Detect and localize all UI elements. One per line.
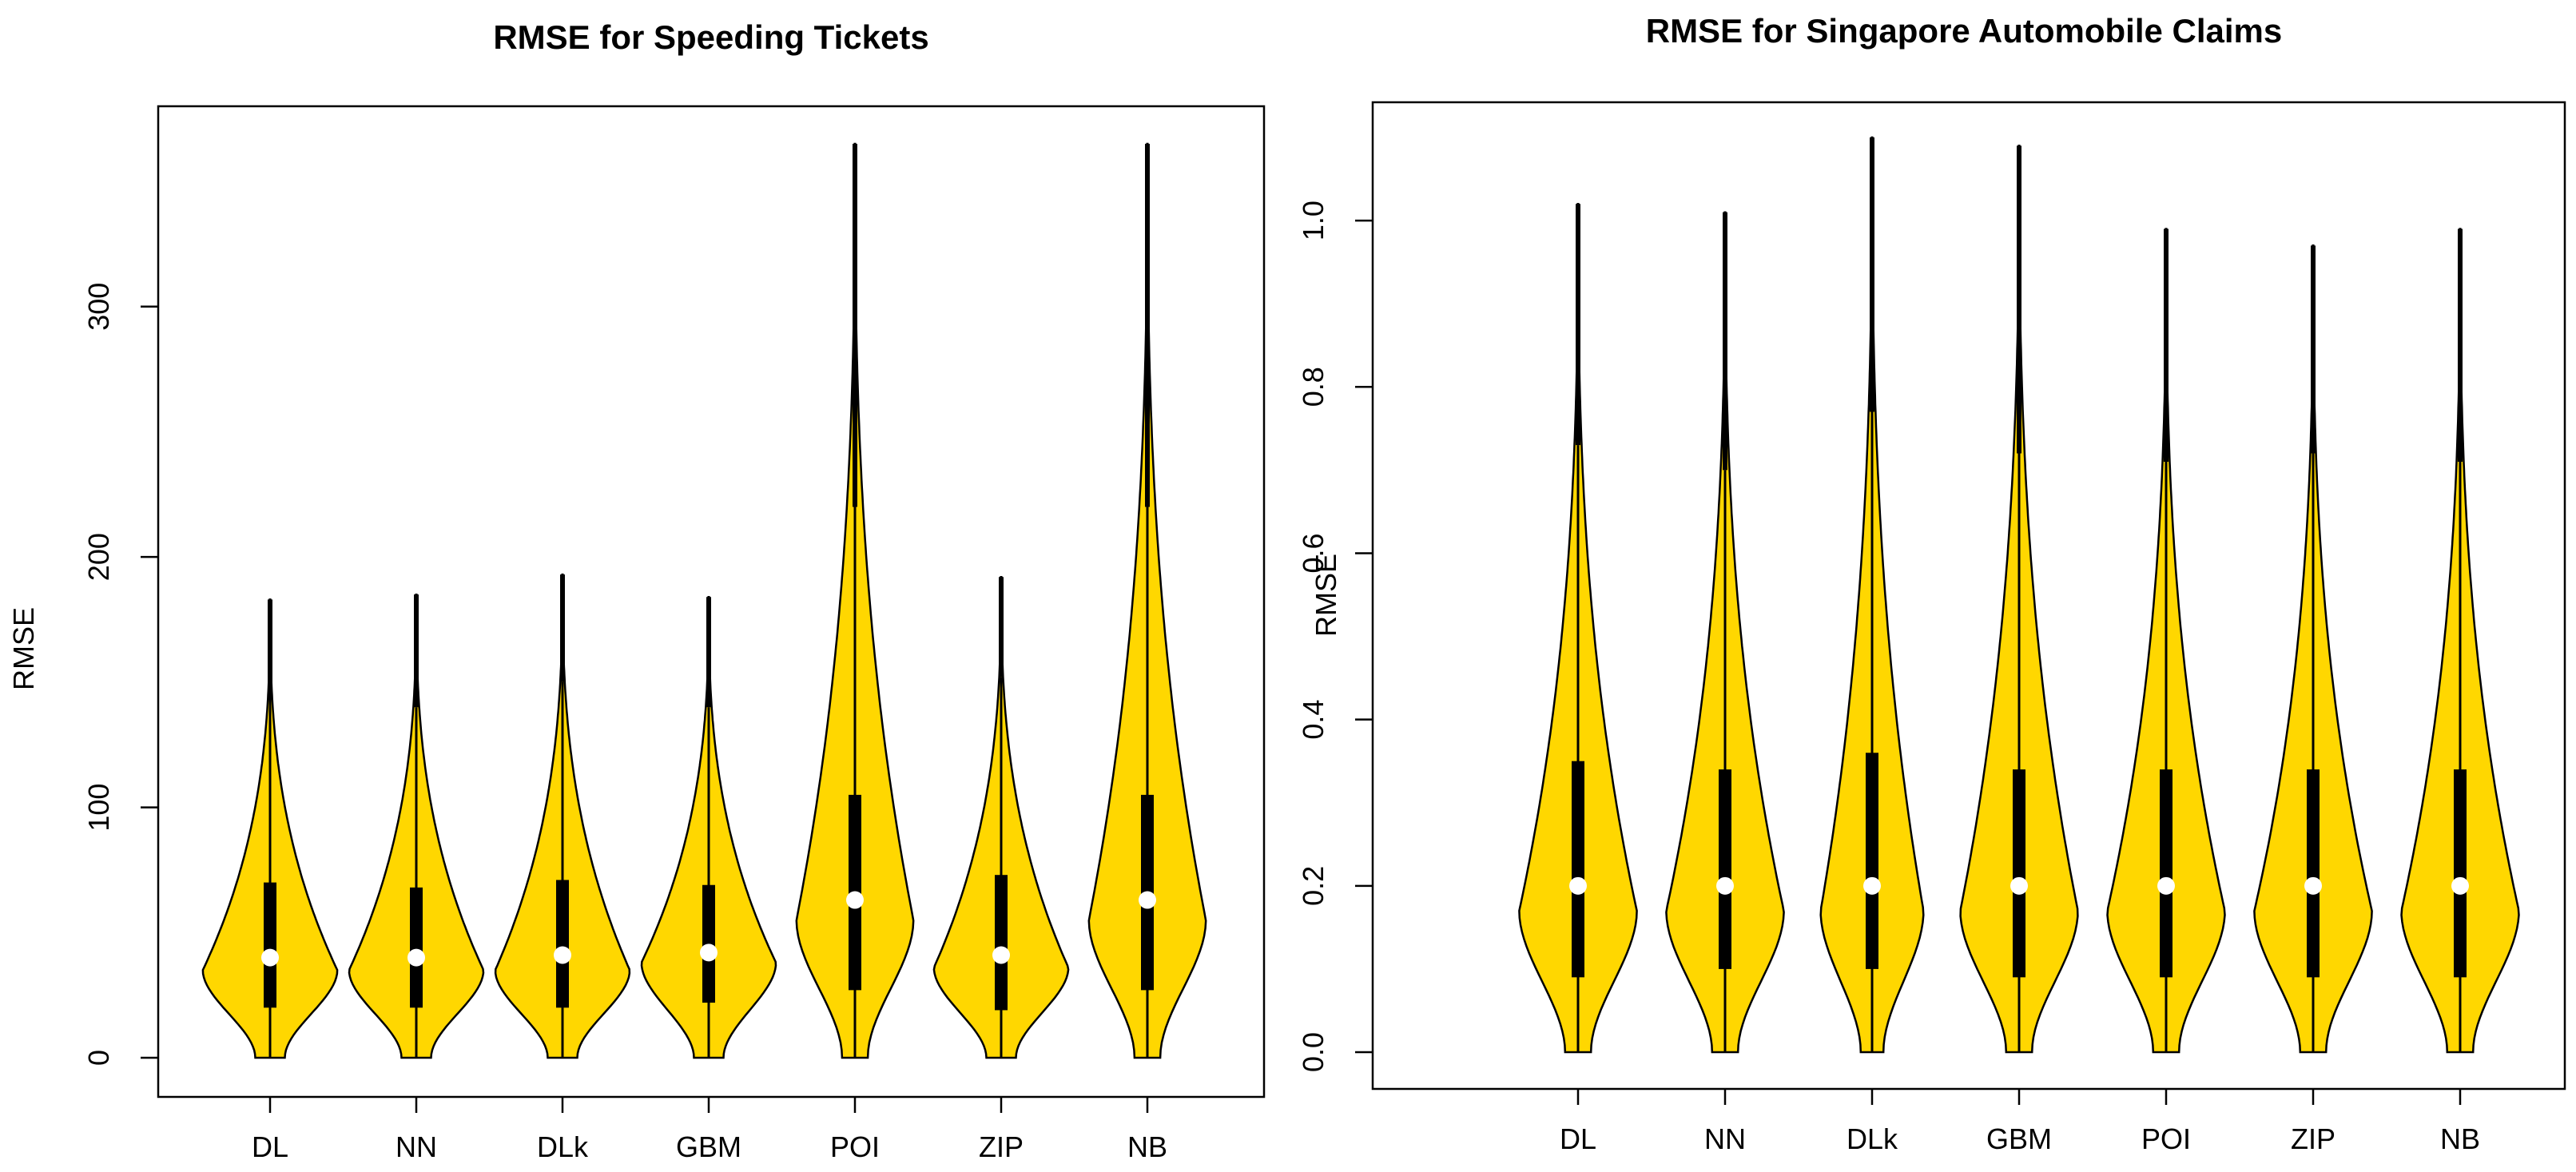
median-dot (992, 946, 1010, 964)
iqr-box (2454, 769, 2467, 978)
y-tick-label: 0.6 (1297, 533, 1330, 573)
chart-title: RMSE for Speeding Tickets (493, 18, 928, 56)
median-dot (700, 944, 718, 962)
median-dot (1139, 891, 1156, 909)
violin-gbm: GBM (1959, 145, 2079, 1155)
x-tick-label: NB (2440, 1122, 2480, 1155)
x-tick-label: GBM (1986, 1122, 2052, 1155)
violin-nb: NB (2400, 228, 2520, 1155)
iqr-box (556, 880, 569, 1008)
iqr-box (1866, 753, 1878, 969)
x-tick-label: ZIP (979, 1130, 1024, 1163)
chart-title: RMSE for Singapore Automobile Claims (1646, 12, 2283, 50)
iqr-box (995, 875, 1008, 1011)
median-dot (1569, 876, 1587, 895)
violin-dl: DL (1518, 203, 1638, 1155)
median-dot (846, 891, 864, 909)
y-tick-label: 0.8 (1297, 367, 1330, 407)
x-tick-label: NN (396, 1130, 437, 1163)
median-dot (261, 948, 279, 967)
x-tick-label: DL (1560, 1122, 1596, 1155)
plot-frame (157, 105, 1266, 1099)
violin-nb: NB (1087, 142, 1207, 1163)
violin-nn: NN (1665, 211, 1785, 1155)
violin-gbm: GBM (640, 596, 777, 1163)
median-dot (407, 948, 425, 967)
x-tick-label: GBM (676, 1130, 741, 1163)
median-dot (1716, 876, 1734, 895)
y-tick-label: 0.2 (1297, 866, 1330, 906)
panel-singapore-automobile-claims: RMSE for Singapore Automobile Claims RMS… (1297, 12, 2566, 1155)
x-tick-label: NB (1127, 1130, 1167, 1163)
median-dot (1863, 876, 1881, 895)
median-dot (2157, 876, 2175, 895)
violin-dlk: DLk (1819, 136, 1925, 1155)
violin-nn: NN (348, 593, 485, 1163)
iqr-box (2013, 769, 2025, 978)
x-tick-label: POI (830, 1130, 880, 1163)
y-tick-label: 1.0 (1297, 201, 1330, 240)
y-axis-label: RMSE (1310, 554, 1342, 637)
y-tick-label: 200 (82, 533, 115, 581)
iqr-box (410, 887, 423, 1008)
y-tick-label: 100 (82, 784, 115, 832)
violin-dlk: DLk (494, 573, 631, 1163)
x-tick-label: DLk (537, 1130, 589, 1163)
iqr-box (2307, 769, 2320, 978)
x-tick-label: ZIP (2291, 1122, 2335, 1155)
iqr-box (264, 882, 276, 1008)
iqr-box (2160, 769, 2173, 978)
panel-speeding-tickets: RMSE for Speeding Tickets RMSE 0 100 200 30… (7, 18, 1266, 1163)
x-tick-label: POI (2141, 1122, 2191, 1155)
median-dot (2304, 876, 2322, 895)
y-axis-label: RMSE (7, 607, 40, 690)
violin-poi: POI (2106, 228, 2226, 1155)
plot-frame (1371, 101, 2566, 1091)
y-tick-label: 0.4 (1297, 700, 1330, 740)
violin-dl: DL (201, 598, 339, 1163)
iqr-box (1572, 761, 1584, 978)
median-dot (554, 946, 571, 964)
x-tick-label: DL (252, 1130, 288, 1163)
x-tick-label: DLk (1847, 1122, 1898, 1155)
violin-zip: ZIP (932, 575, 1070, 1163)
y-tick-label: 0.0 (1297, 1032, 1330, 1072)
median-dot (2451, 876, 2469, 895)
violin-zip: ZIP (2253, 244, 2373, 1155)
y-tick-label: 0 (82, 1050, 115, 1066)
median-dot (2010, 876, 2028, 895)
x-tick-label: NN (1704, 1122, 1746, 1155)
violin-poi: POI (795, 142, 915, 1163)
iqr-box (1719, 769, 1731, 969)
y-tick-label: 300 (82, 283, 115, 331)
